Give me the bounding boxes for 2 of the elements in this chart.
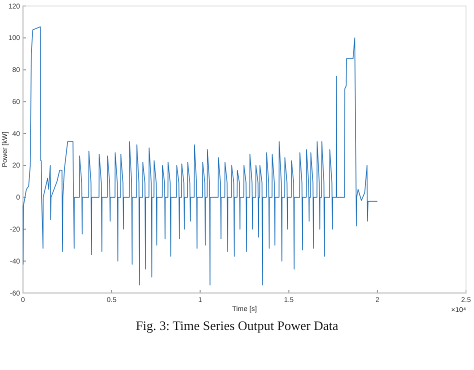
- line-series: [22, 26, 378, 286]
- caption: Fig. 3: Time Series Output Power Data: [136, 318, 339, 333]
